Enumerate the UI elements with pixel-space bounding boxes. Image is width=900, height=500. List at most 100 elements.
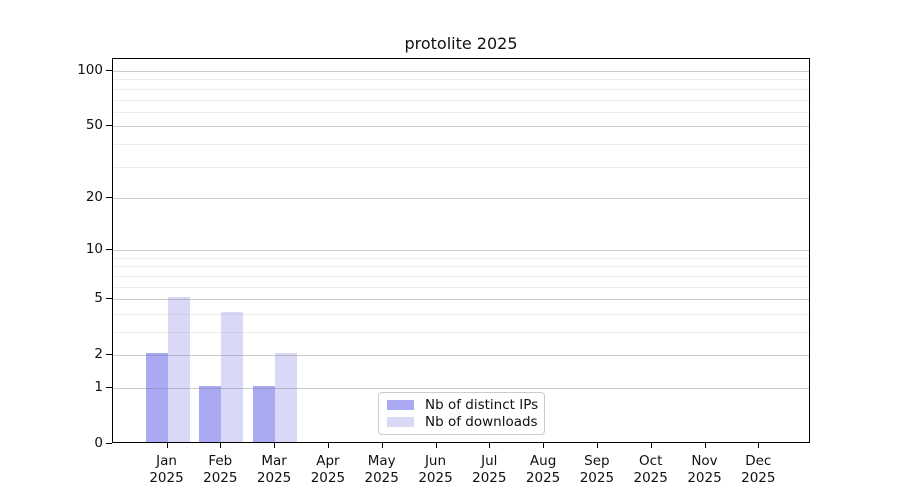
y-tick (106, 125, 112, 127)
y-gridline-minor (113, 275, 809, 277)
y-gridline-minor (113, 79, 809, 81)
x-tick-label: Oct 2025 (619, 453, 683, 486)
y-tick-label: 10 (85, 241, 103, 258)
x-tick-year: 2025 (741, 469, 776, 486)
x-tick-label: Mar 2025 (242, 453, 306, 486)
x-tick-label: Aug 2025 (511, 453, 575, 486)
y-gridline-minor (113, 88, 809, 90)
x-tick-year: 2025 (687, 469, 722, 486)
x-tick-month: May (367, 453, 396, 469)
x-tick-label: Apr 2025 (296, 453, 360, 486)
x-tick (220, 443, 222, 448)
y-gridline-major (113, 250, 809, 252)
y-gridline-minor (113, 111, 809, 113)
bar-downloads (221, 311, 244, 442)
bar-distinct-ips (145, 353, 168, 442)
y-gridline-major (113, 71, 809, 72)
y-tick (106, 443, 112, 445)
x-tick-label: Jul 2025 (457, 453, 521, 486)
y-gridline-major (113, 126, 809, 128)
bar-distinct-ips (253, 386, 276, 442)
x-tick (489, 443, 491, 448)
y-tick (106, 70, 112, 72)
y-gridline-minor (113, 332, 809, 333)
x-tick-label: Feb 2025 (188, 453, 252, 486)
chart-title: protolite 2025 (404, 34, 518, 53)
x-tick-label: Jun 2025 (404, 453, 468, 486)
x-tick (327, 443, 330, 448)
legend-entry: Nb of downloads (387, 414, 538, 431)
x-tick (758, 443, 760, 448)
y-gridline-minor (113, 266, 809, 268)
x-tick-label: May 2025 (350, 453, 414, 486)
x-tick (596, 443, 599, 448)
x-tick-month: Aug (529, 453, 557, 469)
x-tick-month: Dec (745, 453, 772, 469)
x-tick-month: Feb (208, 453, 233, 469)
x-tick-year: 2025 (633, 469, 668, 486)
x-tick-label: Nov 2025 (673, 453, 737, 486)
legend-swatch-icon (387, 417, 414, 428)
x-tick-month: Apr (316, 453, 340, 469)
x-tick-month: Jun (424, 453, 447, 469)
x-tick-month: Mar (261, 453, 287, 469)
x-tick-month: Sep (584, 453, 610, 469)
y-tick-label: 100 (77, 62, 103, 78)
y-tick-label: 0 (94, 435, 103, 451)
x-tick-year: 2025 (525, 469, 561, 486)
plot-area (112, 58, 810, 443)
x-tick-year: 2025 (579, 469, 615, 486)
x-tick-label: Dec 2025 (726, 453, 790, 486)
y-tick-label: 2 (94, 346, 103, 363)
legend-label: Nb of distinct IPs (425, 396, 539, 413)
y-tick (106, 354, 112, 356)
x-tick-month: Jul (481, 453, 498, 469)
x-tick-year: 2025 (310, 469, 346, 486)
y-tick (106, 387, 112, 389)
y-gridline-major (113, 299, 809, 301)
x-tick-month: Jan (156, 453, 177, 469)
bar-downloads (275, 353, 298, 442)
legend-label: Nb of downloads (425, 414, 538, 431)
y-gridline-minor (113, 286, 809, 288)
y-tick (106, 298, 112, 300)
y-gridline-minor (113, 313, 809, 315)
bars-layer (113, 59, 809, 442)
x-tick (543, 443, 545, 448)
x-tick-label: Jan 2025 (135, 453, 199, 486)
legend: Nb of distinct IPs Nb of downloads (378, 392, 545, 435)
legend-entry: Nb of distinct IPs (387, 396, 539, 413)
x-tick-label: Sep 2025 (565, 453, 629, 486)
x-tick-year: 2025 (149, 469, 184, 486)
y-gridline-minor (113, 166, 809, 168)
grid-layer (113, 59, 809, 442)
x-tick (650, 443, 652, 448)
y-gridline-minor (113, 257, 809, 259)
x-tick-month: Oct (639, 453, 663, 469)
bar-distinct-ips (199, 386, 222, 442)
x-tick (166, 443, 168, 448)
y-gridline-major (113, 355, 809, 357)
x-tick-year: 2025 (203, 469, 238, 486)
x-tick-year: 2025 (418, 469, 453, 486)
x-tick (274, 443, 276, 448)
y-tick-label: 5 (94, 290, 103, 307)
y-tick (106, 249, 112, 251)
y-tick (106, 196, 112, 199)
y-tick-label: 20 (85, 188, 103, 205)
x-tick (435, 443, 437, 448)
y-gridline-major (113, 388, 809, 389)
y-gridline-minor (113, 99, 809, 101)
x-tick-year: 2025 (364, 469, 399, 486)
legend-swatch-icon (387, 399, 414, 410)
y-gridline-major (113, 197, 809, 199)
y-tick-label: 1 (94, 379, 103, 395)
x-tick (381, 443, 383, 448)
x-tick (704, 443, 706, 448)
y-tick-label: 50 (85, 117, 103, 134)
x-tick-year: 2025 (256, 469, 292, 486)
x-tick-month: Nov (691, 453, 718, 469)
bar-downloads (167, 297, 190, 442)
x-tick-year: 2025 (472, 469, 507, 486)
